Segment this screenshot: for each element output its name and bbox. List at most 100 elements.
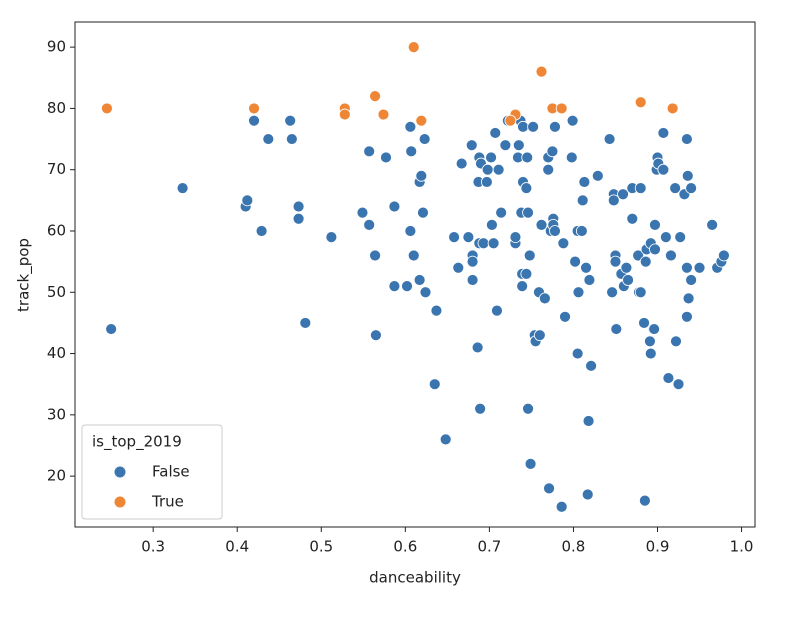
point: [105, 323, 118, 335]
point: [471, 341, 484, 354]
x-tick-label: 1.0: [730, 538, 754, 556]
point: [401, 280, 413, 293]
point: [481, 163, 494, 176]
point: [681, 261, 693, 274]
point: [415, 169, 428, 182]
point: [418, 133, 431, 145]
x-tick-label: 0.4: [225, 538, 249, 556]
point: [582, 415, 595, 427]
point: [644, 347, 657, 360]
point: [338, 108, 351, 121]
point: [669, 182, 682, 194]
point: [533, 329, 546, 342]
point: [370, 329, 382, 342]
x-tick-label: 0.5: [309, 538, 333, 556]
point: [666, 102, 679, 115]
point: [549, 225, 561, 237]
point: [527, 120, 539, 133]
point: [413, 274, 426, 286]
point: [607, 194, 620, 207]
legend-label: False: [152, 463, 190, 481]
point: [407, 249, 420, 262]
point: [670, 335, 682, 348]
legend-title: is_top_2019: [92, 433, 182, 452]
y-tick-label: 30: [47, 405, 66, 423]
point: [480, 176, 493, 188]
point: [657, 163, 670, 176]
point: [648, 323, 661, 335]
point: [495, 206, 508, 219]
y-tick-label: 90: [47, 38, 66, 56]
point: [681, 169, 694, 182]
point: [512, 139, 525, 152]
point: [428, 378, 441, 391]
point: [706, 218, 719, 231]
point: [693, 261, 706, 274]
point: [578, 176, 591, 188]
x-tick-label: 0.7: [477, 538, 501, 556]
point: [439, 433, 452, 446]
point: [101, 102, 113, 115]
point: [649, 243, 661, 256]
legend-box: [81, 424, 223, 520]
point: [419, 286, 432, 299]
point: [477, 237, 490, 250]
point: [325, 231, 338, 244]
point: [644, 335, 656, 348]
point: [520, 267, 533, 280]
x-tick-label: 0.3: [141, 538, 165, 556]
point: [626, 212, 639, 225]
point: [284, 114, 297, 127]
point: [674, 231, 687, 244]
point: [504, 114, 517, 127]
point: [649, 218, 661, 231]
point: [555, 102, 568, 115]
point: [466, 255, 479, 268]
point: [662, 372, 675, 384]
point: [485, 151, 497, 164]
point: [363, 145, 376, 158]
point: [634, 96, 647, 109]
point: [555, 500, 568, 513]
point: [524, 457, 537, 470]
point: [685, 182, 698, 194]
point: [377, 108, 390, 121]
point: [685, 274, 698, 286]
point: [466, 274, 479, 286]
x-axis-label: danceability: [369, 569, 461, 587]
point: [559, 310, 571, 323]
point: [549, 120, 561, 133]
point: [487, 237, 500, 250]
point: [299, 317, 312, 329]
point: [634, 182, 647, 194]
point: [486, 218, 498, 231]
point: [672, 378, 685, 391]
point: [681, 310, 693, 323]
point: [591, 169, 604, 182]
point: [369, 90, 381, 103]
point: [492, 163, 505, 176]
point: [474, 402, 487, 415]
point: [516, 280, 529, 293]
point: [681, 133, 693, 145]
point: [407, 41, 420, 54]
point: [292, 212, 305, 225]
y-tick-label: 70: [47, 160, 66, 178]
point: [255, 225, 268, 237]
point: [415, 114, 428, 127]
point: [581, 488, 594, 501]
point: [509, 231, 522, 244]
point: [609, 255, 622, 268]
point: [535, 218, 548, 231]
point: [369, 249, 381, 262]
legend-label: True: [151, 493, 184, 511]
point: [585, 359, 597, 372]
point: [363, 218, 376, 231]
point: [521, 151, 534, 164]
point: [557, 237, 570, 250]
y-axis-label: track_pop: [15, 238, 34, 312]
point: [248, 114, 260, 127]
y-tick-label: 50: [47, 283, 66, 301]
point: [583, 274, 596, 286]
